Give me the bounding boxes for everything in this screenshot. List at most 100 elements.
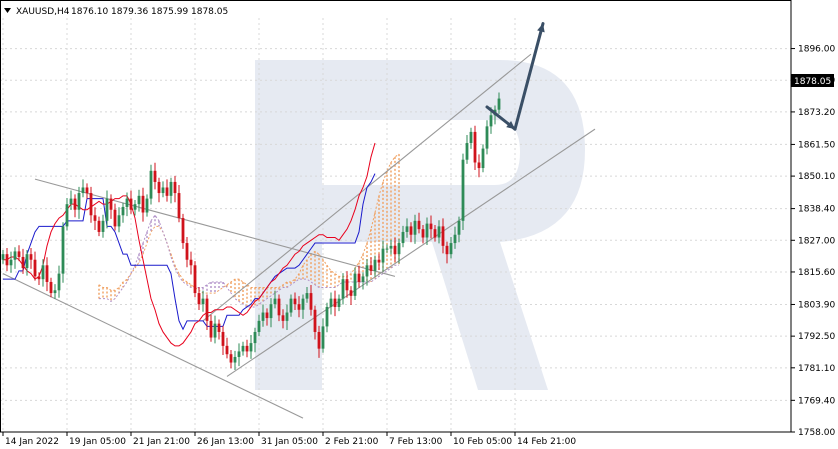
candle-body <box>205 298 209 321</box>
candle-body <box>145 198 149 213</box>
candle-body <box>233 356 237 363</box>
senkou-b-line <box>99 214 399 308</box>
candle-body <box>449 243 453 255</box>
candle-body <box>241 345 245 352</box>
y-tick-label: 1758.00 <box>798 428 835 438</box>
candle-body <box>109 198 113 210</box>
candle-body <box>137 195 141 205</box>
candle-body <box>73 198 77 210</box>
candle-body <box>289 298 293 313</box>
candle-body <box>81 187 85 194</box>
candle-body <box>465 143 469 160</box>
indicator-lines <box>3 142 376 347</box>
y-tick-label: 1873.20 <box>798 108 835 118</box>
candle-body <box>369 265 373 271</box>
candle-body <box>469 131 473 144</box>
candle-body <box>105 198 109 221</box>
close-value: 1878.05 <box>191 7 228 17</box>
candle-body <box>193 265 197 294</box>
y-tick-label: 1815.60 <box>798 268 835 278</box>
candle-body <box>93 215 97 221</box>
candle-body <box>213 323 217 338</box>
candle-body <box>65 204 69 227</box>
candle-body <box>169 181 173 196</box>
x-tick-label: 21 Jan 21:00 <box>133 437 190 447</box>
candle-body <box>285 312 289 321</box>
candle-body <box>353 273 357 296</box>
candle-body <box>225 345 229 355</box>
candle-body <box>345 279 349 291</box>
candle-body <box>89 193 93 216</box>
candle-body <box>421 229 425 238</box>
x-tick-label: 7 Feb 13:00 <box>389 437 443 447</box>
candle-body <box>133 204 137 210</box>
y-tick-label: 1781.10 <box>798 364 835 374</box>
candle-body <box>197 293 201 305</box>
candle-body <box>245 345 249 352</box>
x-tick-label: 10 Feb 05:00 <box>453 437 512 447</box>
x-tick-label: 19 Jan 05:00 <box>69 437 126 447</box>
y-tick-label: 1827.00 <box>798 236 835 246</box>
candle-body <box>417 220 421 230</box>
candle-body <box>237 351 241 357</box>
candle-body <box>301 298 305 310</box>
candle-body <box>361 276 365 282</box>
candle-body <box>121 206 125 216</box>
candle-body <box>249 343 253 352</box>
candle-body <box>457 220 461 235</box>
y-tick-label: 1861.50 <box>798 140 835 150</box>
candle-body <box>33 259 37 277</box>
candle-body <box>277 298 281 316</box>
candle-body <box>25 254 29 269</box>
candle-body <box>165 187 169 196</box>
candle-body <box>485 126 489 149</box>
candle-body <box>141 195 145 213</box>
candle-body <box>261 312 265 321</box>
candle-body <box>401 231 405 244</box>
candle-body <box>57 273 61 291</box>
x-tick-label: 2 Feb 21:00 <box>325 437 379 447</box>
candle-body <box>209 320 213 338</box>
candle-body <box>161 187 165 194</box>
candle-body <box>397 243 401 255</box>
candle-body <box>61 226 65 274</box>
y-tick-label: 1850.10 <box>798 172 835 182</box>
candle-body <box>273 298 277 305</box>
candle-body <box>181 218 185 244</box>
candle-body <box>45 265 49 282</box>
collapse-triangle-icon[interactable] <box>4 8 11 13</box>
candle-body <box>393 245 397 255</box>
candle-body <box>413 220 417 235</box>
forecast-arrows <box>485 22 545 131</box>
candle-body <box>53 290 57 294</box>
candle-body <box>253 331 257 344</box>
low-value: 1875.99 <box>151 7 188 17</box>
candle-body <box>377 259 381 263</box>
candle-body <box>429 223 433 230</box>
candle-body <box>309 293 313 310</box>
candle-body <box>185 243 189 260</box>
candle-body <box>317 331 321 349</box>
candle-body <box>409 226 413 235</box>
candles <box>1 92 501 371</box>
x-tick-label: 31 Jan 05:00 <box>261 437 318 447</box>
candle-body <box>21 256 25 269</box>
candle-body <box>445 245 449 255</box>
candle-body <box>177 193 181 219</box>
candle-body <box>113 209 117 227</box>
candle-body <box>153 170 157 182</box>
high-value: 1879.36 <box>111 7 148 17</box>
x-tick-label: 14 Jan 2022 <box>5 437 59 447</box>
candle-body <box>325 306 329 327</box>
candle-body <box>129 198 133 210</box>
y-tick-label: 1769.40 <box>798 396 835 406</box>
candle-body <box>29 254 33 260</box>
candle-body <box>437 226 441 238</box>
candle-body <box>381 248 385 263</box>
x-tick-label: 26 Jan 13:00 <box>197 437 254 447</box>
open-value: 1876.10 <box>71 7 108 17</box>
y-tick-label: 1792.50 <box>798 332 835 342</box>
candle-body <box>281 315 285 321</box>
candle-body <box>201 298 205 305</box>
